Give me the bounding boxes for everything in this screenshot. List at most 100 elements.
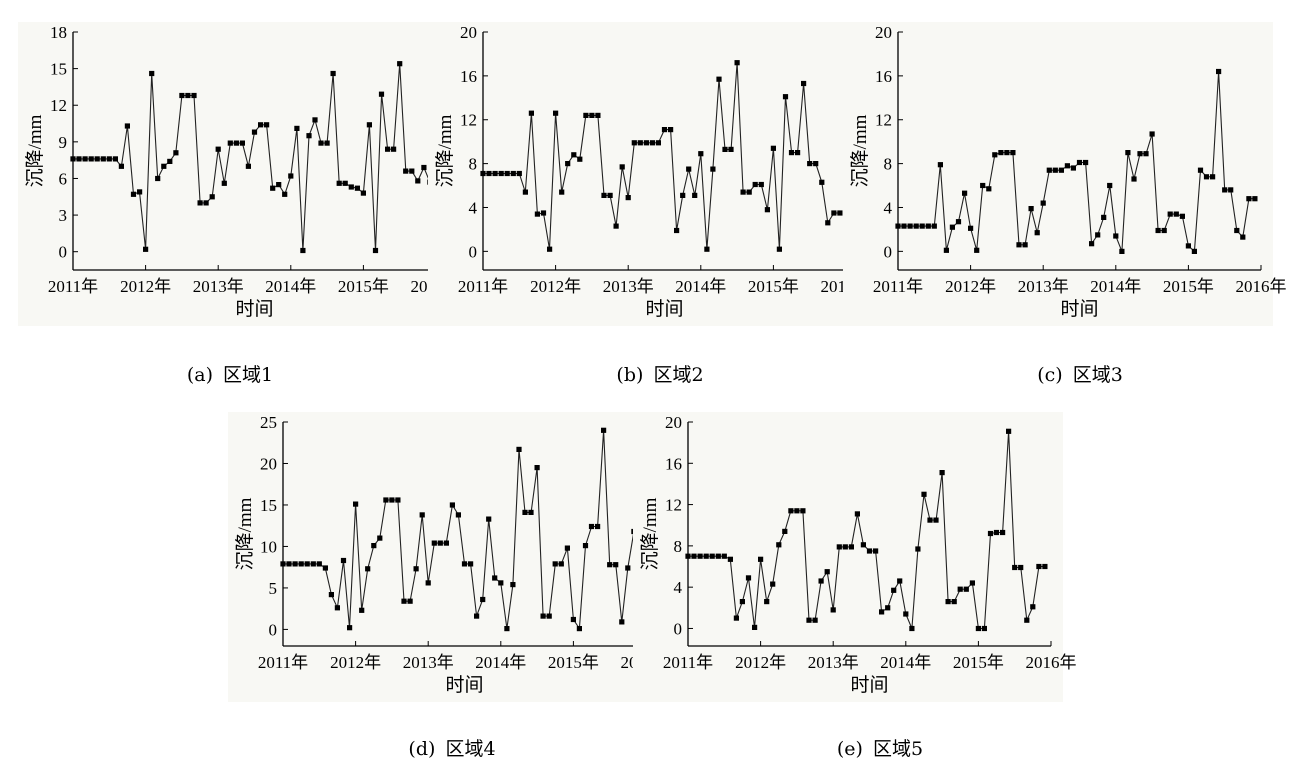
y-tick-label: 15: [50, 60, 67, 79]
data-point: [221, 180, 227, 186]
caption-text: 区域1: [223, 364, 274, 386]
data-point: [661, 127, 668, 133]
data-point: [968, 225, 974, 231]
x-tick-label: 2015年: [748, 277, 799, 296]
data-point: [251, 129, 258, 135]
caption-tag: (a): [186, 364, 213, 386]
data-point: [318, 140, 324, 146]
data-point: [1016, 242, 1022, 248]
x-tick-label: 2016年: [1236, 277, 1287, 296]
data-point: [480, 170, 486, 177]
data-point: [504, 626, 510, 632]
data-point: [963, 586, 969, 592]
data-point: [601, 192, 607, 198]
x-tick-label: 2011年: [663, 653, 713, 672]
data-point: [191, 92, 197, 99]
data-point: [643, 140, 649, 146]
data-point: [1076, 159, 1083, 166]
x-tick-label: 2013年: [1018, 277, 1069, 296]
data-point: [528, 110, 534, 116]
data-point: [510, 582, 516, 588]
data-point: [1234, 227, 1240, 234]
data-point: [1000, 529, 1006, 536]
data-point: [547, 246, 553, 252]
data-point: [353, 501, 359, 507]
data-point: [704, 246, 710, 252]
data-point: [415, 178, 421, 184]
data-point: [975, 625, 981, 632]
data-point: [409, 168, 415, 174]
data-point: [173, 150, 179, 156]
data-point: [498, 580, 504, 586]
data-point: [1203, 174, 1210, 180]
data-point: [461, 561, 468, 567]
x-axis-title: 时间: [645, 298, 683, 320]
data-point: [304, 561, 310, 567]
x-tick-label: 2012年: [945, 277, 996, 296]
x-tick-label: 2014年: [1090, 277, 1141, 296]
data-point: [1006, 428, 1012, 434]
data-point: [359, 607, 365, 613]
x-tick-label: 2015年: [548, 653, 599, 672]
data-point: [1137, 151, 1143, 157]
y-tick-label: 12: [875, 111, 892, 130]
data-point: [1131, 176, 1137, 182]
data-point: [348, 184, 354, 190]
x-tick-label: 2011年: [458, 277, 508, 296]
data-point: [992, 152, 998, 158]
data-point: [980, 182, 986, 189]
data-point: [1107, 182, 1113, 189]
data-point: [674, 227, 680, 234]
data-point: [1036, 563, 1042, 570]
caption-text: 区域4: [445, 738, 496, 760]
y-tick-label: 20: [460, 23, 477, 42]
caption-d: (d) 区域4: [372, 734, 532, 761]
data-point: [197, 200, 203, 206]
data-point: [776, 542, 782, 548]
y-axis-title: 沉降/mm: [639, 497, 661, 570]
data-point: [1064, 163, 1070, 169]
data-point: [528, 509, 534, 515]
data-point: [161, 163, 167, 169]
data-point: [739, 599, 745, 605]
data-point: [280, 561, 286, 567]
data-point: [1167, 211, 1173, 217]
data-point: [106, 156, 112, 162]
data-point: [885, 605, 891, 611]
data-point: [492, 575, 498, 581]
data-point: [1149, 131, 1155, 137]
data-point: [1004, 150, 1010, 156]
x-tick-label: 2013年: [603, 277, 654, 296]
data-point: [903, 611, 909, 617]
data-point: [1119, 248, 1125, 254]
data-point: [698, 151, 704, 157]
data-point: [264, 122, 270, 128]
data-point: [564, 545, 570, 551]
caption-tag: (b): [616, 364, 644, 386]
data-point: [949, 224, 955, 230]
data-point: [239, 140, 245, 146]
data-point: [607, 192, 613, 198]
y-tick-label: 4: [469, 198, 478, 217]
data-point: [1022, 242, 1028, 248]
data-point: [848, 544, 854, 550]
data-point: [668, 127, 674, 133]
data-point: [270, 185, 276, 191]
data-point: [443, 540, 449, 546]
y-tick-label: 12: [665, 496, 682, 515]
data-point: [558, 561, 564, 567]
x-tick-label: 2015年: [1163, 277, 1214, 296]
data-point: [740, 189, 746, 195]
x-tick-label: 2013年: [808, 653, 859, 672]
data-point: [540, 210, 547, 216]
x-tick-label: 2013年: [403, 653, 454, 672]
data-point: [937, 162, 943, 168]
data-point: [215, 146, 221, 152]
data-point: [498, 170, 504, 177]
data-point: [286, 561, 292, 567]
data-point: [480, 596, 486, 603]
data-point: [534, 465, 540, 471]
data-point: [407, 598, 413, 604]
data-point: [391, 146, 397, 152]
data-point: [383, 497, 389, 503]
